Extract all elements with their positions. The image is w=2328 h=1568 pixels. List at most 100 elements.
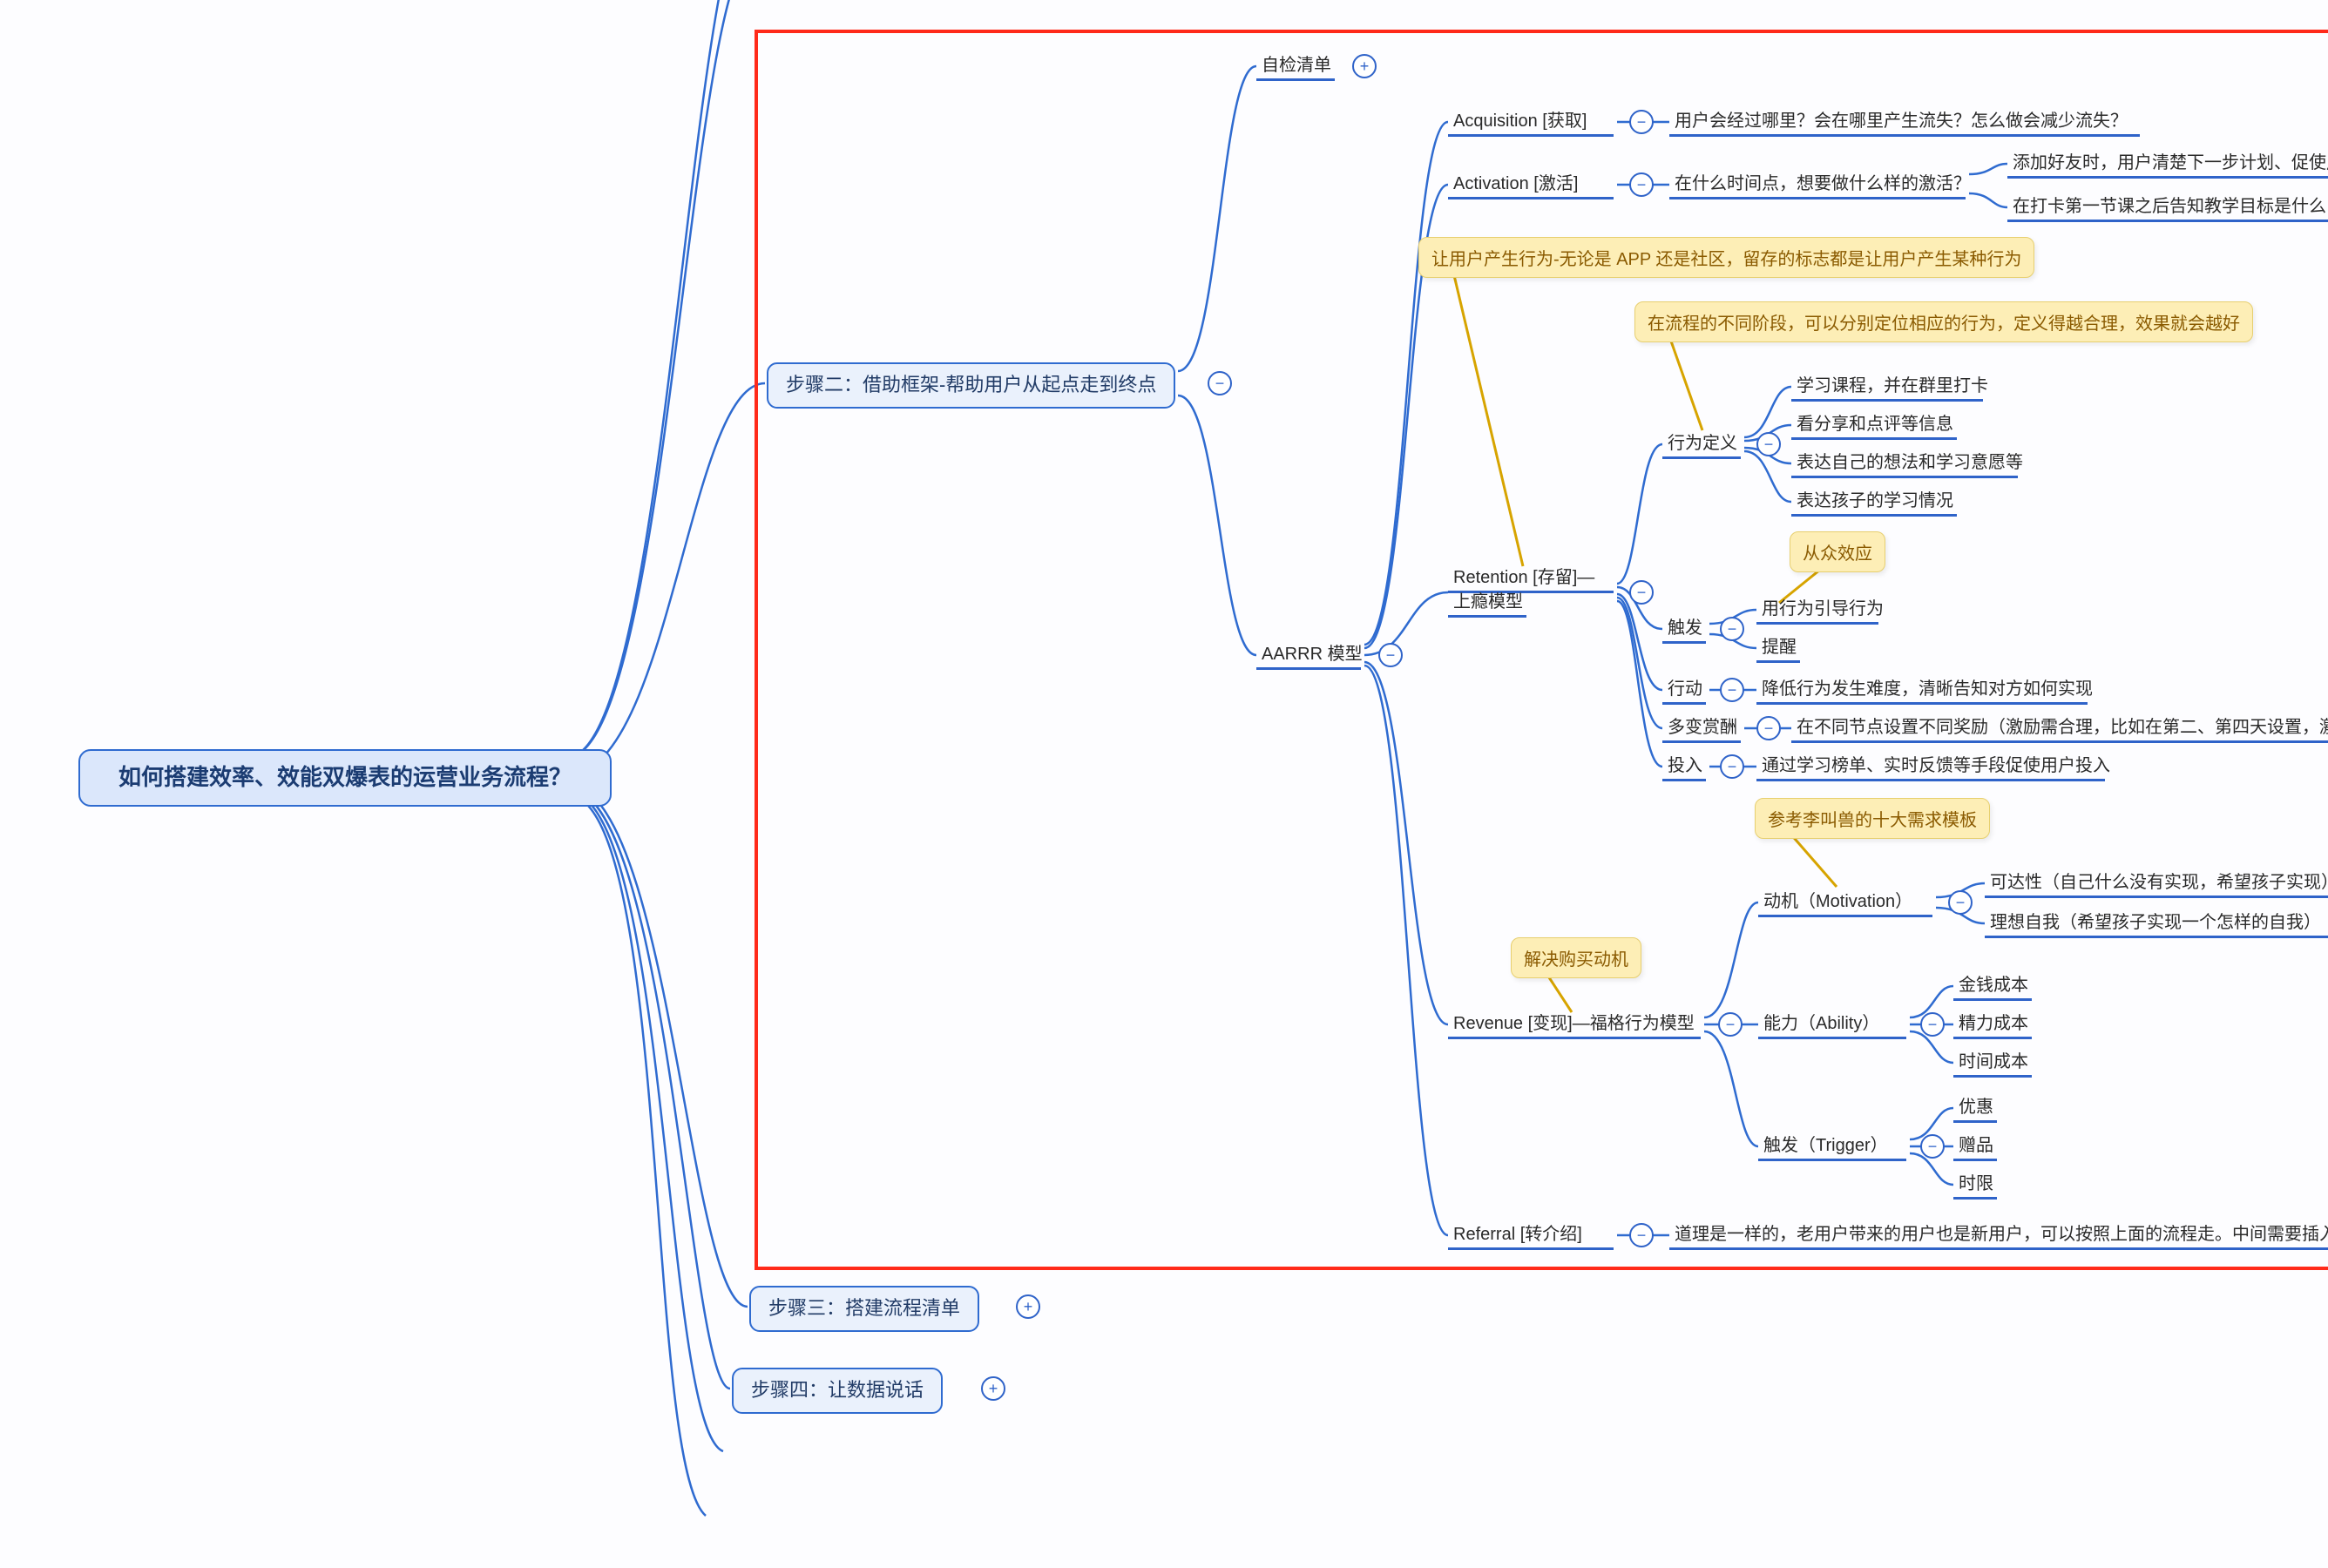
- mind-node-rev[interactable]: Revenue [变现]—福格行为模型: [1450, 1010, 1698, 1037]
- collapse-icon[interactable]: −: [1378, 643, 1403, 667]
- collapse-icon[interactable]: −: [1720, 754, 1744, 779]
- node-underline: [1662, 740, 1741, 743]
- mind-node-ret[interactable]: Retention [存留]—: [1450, 564, 1598, 591]
- mind-node-selfcheck[interactable]: 自检清单: [1258, 52, 1335, 78]
- expand-icon[interactable]: +: [981, 1376, 1005, 1401]
- mind-node-aarrr[interactable]: AARRR 模型: [1258, 641, 1366, 667]
- mind-node-act_1[interactable]: 添加好友时，用户清楚下一步计划、促使用户对未来的训练营有期待: [2009, 150, 2328, 176]
- collapse-icon[interactable]: −: [1720, 678, 1744, 702]
- mind-node-bhdef_3[interactable]: 表达自己的想法和学习意愿等: [1793, 449, 2027, 476]
- node-underline: [1448, 197, 1614, 199]
- collapse-icon[interactable]: −: [1920, 1134, 1945, 1159]
- mind-node-invest[interactable]: 投入: [1664, 753, 1706, 779]
- expand-icon[interactable]: +: [1352, 54, 1377, 78]
- connector: [566, 791, 723, 1451]
- mind-node-act_q[interactable]: 在什么时间点，想要做什么样的激活？: [1671, 171, 1974, 197]
- mind-node-trigger2_1[interactable]: 优惠: [1955, 1094, 1997, 1120]
- step-node-step4[interactable]: 步骤四：让数据说话: [732, 1368, 943, 1414]
- root-node[interactable]: 如何搭建效率、效能双爆表的运营业务流程？: [78, 749, 612, 807]
- node-underline: [1985, 936, 2328, 938]
- collapse-icon[interactable]: −: [1629, 580, 1654, 605]
- mind-node-action_1[interactable]: 降低行为发生难度，清晰告知对方如何实现: [1758, 676, 2096, 702]
- mind-node-refer_1[interactable]: 道理是一样的，老用户带来的用户也是新用户，可以按照上面的流程走。中间需要插入的就…: [1671, 1221, 2328, 1247]
- node-underline: [1669, 1247, 2328, 1250]
- node-underline: [1756, 660, 1800, 663]
- node-underline: [1669, 134, 2140, 137]
- node-underline: [1448, 134, 1614, 137]
- node-underline: [1669, 197, 1966, 199]
- mind-node-reward_1[interactable]: 在不同节点设置不同奖励（激励需合理，比如在第二、第四天设置，激励是递进式的）: [1793, 714, 2328, 740]
- node-underline: [1953, 1159, 1997, 1161]
- node-underline: [1791, 740, 2328, 743]
- mind-node-bhdef_1[interactable]: 学习课程，并在群里打卡: [1793, 373, 1992, 399]
- node-underline: [1448, 1247, 1614, 1250]
- node-underline: [1662, 641, 1706, 644]
- node-underline: [1756, 779, 2105, 781]
- mind-node-reward[interactable]: 多变赏酬: [1664, 714, 1741, 740]
- node-underline: [1448, 1037, 1701, 1039]
- mind-node-motiv_2[interactable]: 理想自我（希望孩子实现一个怎样的自我）: [1986, 909, 2325, 936]
- mind-node-trigger2_2[interactable]: 赠品: [1955, 1132, 1997, 1159]
- mind-node-act[interactable]: Activation [激活]: [1450, 171, 1581, 197]
- callout-co_stage: 在流程的不同阶段，可以分别定位相应的行为，定义得越合理，效果就会越好: [1634, 301, 2253, 342]
- node-underline: [1662, 456, 1741, 459]
- node-underline: [1756, 702, 2088, 705]
- mind-node-bhdef[interactable]: 行为定义: [1664, 430, 1741, 456]
- connector: [566, 0, 758, 758]
- node-underline: [2007, 220, 2328, 222]
- node-underline: [2007, 176, 2328, 179]
- mind-node-trigger2_3[interactable]: 时限: [1955, 1171, 1997, 1197]
- mind-node-trig_2[interactable]: 提醒: [1758, 634, 1800, 660]
- mind-node-ability_3[interactable]: 时间成本: [1955, 1049, 2032, 1075]
- connector: [566, 0, 758, 758]
- mind-node-acq[interactable]: Acquisition [获取]: [1450, 108, 1590, 134]
- mind-node-trig[interactable]: 触发: [1664, 615, 1706, 641]
- collapse-icon[interactable]: −: [1629, 1223, 1654, 1247]
- node-underline: [1758, 915, 1932, 917]
- collapse-icon[interactable]: −: [1718, 1012, 1743, 1037]
- node-underline: [1256, 78, 1335, 81]
- expand-icon[interactable]: +: [1016, 1294, 1040, 1319]
- mind-node-ability[interactable]: 能力（Ability）: [1760, 1010, 1883, 1037]
- mind-node-motiv_1[interactable]: 可达性（自己什么没有实现，希望孩子实现）: [1986, 869, 2328, 896]
- node-underline: [1953, 998, 2032, 1001]
- mind-node-refer[interactable]: Referral [转介绍]: [1450, 1221, 1586, 1247]
- mind-node-ability_1[interactable]: 金钱成本: [1955, 972, 2032, 998]
- mind-node-trigger2[interactable]: 触发（Trigger）: [1760, 1132, 1892, 1159]
- collapse-icon[interactable]: −: [1629, 110, 1654, 134]
- callout-co_retain: 让用户产生行为-无论是 APP 还是社区，留存的标志都是让用户产生某种行为: [1418, 237, 2034, 278]
- mind-node-invest_1[interactable]: 通过学习榜单、实时反馈等手段促使用户投入: [1758, 753, 2114, 779]
- node-underline: [1662, 779, 1706, 781]
- mind-node-acq_q[interactable]: 用户会经过哪里？会在哪里产生流失？怎么做会减少流失？: [1671, 108, 2131, 134]
- connector: [566, 784, 748, 1307]
- node-underline: [1985, 896, 2328, 898]
- mind-node-bhdef_2[interactable]: 看分享和点评等信息: [1793, 411, 1957, 437]
- node-underline: [1791, 476, 2018, 478]
- collapse-icon[interactable]: −: [1920, 1012, 1945, 1037]
- mind-node-ability_2[interactable]: 精力成本: [1955, 1010, 2032, 1037]
- mind-node-bhdef_4[interactable]: 表达孩子的学习情况: [1793, 488, 1957, 514]
- mind-node-action[interactable]: 行动: [1664, 676, 1706, 702]
- collapse-icon[interactable]: −: [1720, 617, 1744, 641]
- node-underline: [1791, 437, 1957, 440]
- mind-node-trig_1[interactable]: 用行为引导行为: [1758, 596, 1887, 622]
- callout-co_buy: 解决购买动机: [1511, 937, 1641, 978]
- node-underline: [1791, 514, 1957, 517]
- callout-co_crowd: 从众效应: [1790, 531, 1885, 572]
- mind-node-act_2[interactable]: 在打卡第一节课之后告知教学目标是什么: [2009, 193, 2328, 220]
- connector: [566, 383, 765, 775]
- node-underline: [1256, 667, 1361, 670]
- step-node-step2[interactable]: 步骤二：借助框架-帮助用户从起点走到终点: [767, 362, 1175, 409]
- node-underline: [1662, 702, 1706, 705]
- step-node-step3[interactable]: 步骤三：搭建流程清单: [749, 1286, 979, 1332]
- node-underline: [1758, 1159, 1906, 1161]
- node-underline: [1791, 399, 1983, 402]
- collapse-icon[interactable]: −: [1629, 172, 1654, 197]
- mind-node-ret2[interactable]: 上瘾模型: [1450, 589, 1526, 615]
- collapse-icon[interactable]: −: [1756, 432, 1781, 456]
- collapse-icon[interactable]: −: [1756, 716, 1781, 740]
- node-underline: [1953, 1197, 1997, 1200]
- mind-node-motiv[interactable]: 动机（Motivation）: [1760, 889, 1916, 915]
- collapse-icon[interactable]: −: [1948, 890, 1973, 915]
- collapse-icon[interactable]: −: [1208, 371, 1232, 395]
